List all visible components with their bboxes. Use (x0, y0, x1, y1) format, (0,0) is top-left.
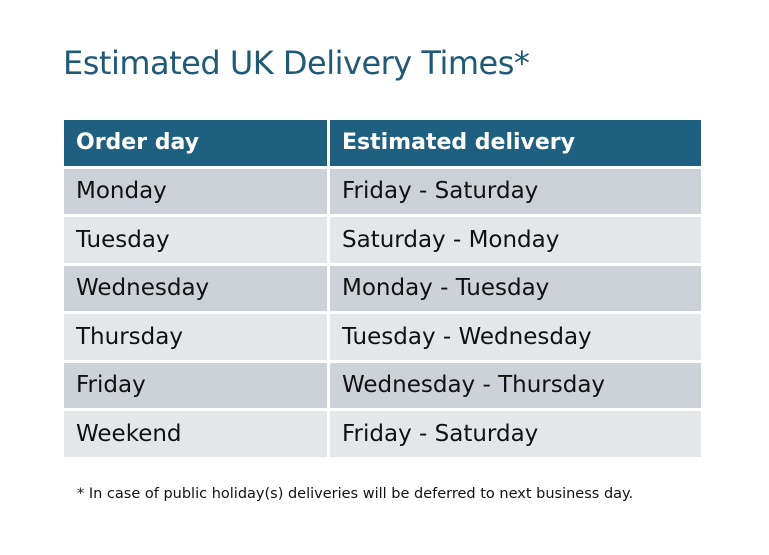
table-row: Weekend Friday - Saturday (64, 411, 701, 457)
delivery-cell: Tuesday - Wednesday (330, 314, 701, 360)
table-row: Monday Friday - Saturday (64, 168, 701, 214)
order-day-cell: Thursday (64, 314, 327, 360)
page-title: Estimated UK Delivery Times* (63, 44, 530, 82)
order-day-cell: Wednesday (64, 265, 327, 311)
table-row: Friday Wednesday - Thursday (64, 362, 701, 408)
order-day-cell: Weekend (64, 411, 327, 457)
delivery-cell: Monday - Tuesday (330, 265, 701, 311)
order-day-cell: Monday (64, 168, 327, 214)
delivery-cell: Friday - Saturday (330, 411, 701, 457)
delivery-table: Order day Estimated delivery Monday Frid… (64, 120, 701, 460)
header-order-day: Order day (64, 120, 327, 166)
order-day-cell: Tuesday (64, 217, 327, 263)
footnote: * In case of public holiday(s) deliverie… (77, 486, 634, 502)
header-estimated-delivery: Estimated delivery (330, 120, 701, 166)
table-header: Order day Estimated delivery (64, 120, 701, 166)
table-row: Thursday Tuesday - Wednesday (64, 314, 701, 360)
table-row: Wednesday Monday - Tuesday (64, 265, 701, 311)
delivery-cell: Saturday - Monday (330, 217, 701, 263)
delivery-cell: Friday - Saturday (330, 168, 701, 214)
table-row: Tuesday Saturday - Monday (64, 217, 701, 263)
delivery-cell: Wednesday - Thursday (330, 362, 701, 408)
order-day-cell: Friday (64, 362, 327, 408)
